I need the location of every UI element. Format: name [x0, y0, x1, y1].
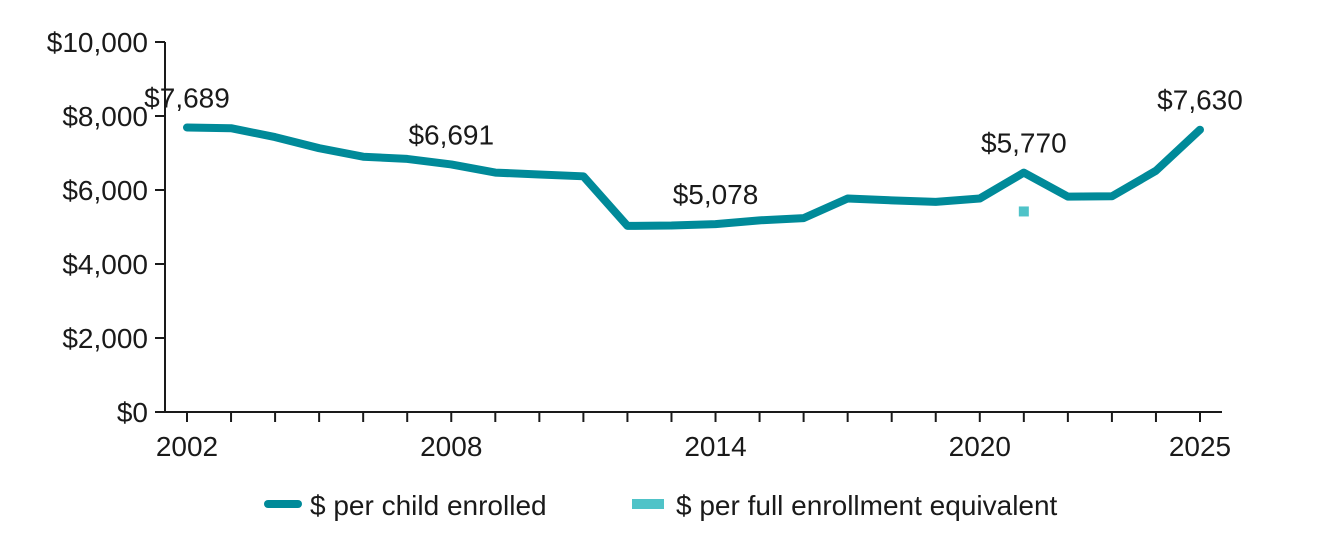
series-layer	[183, 123, 1204, 230]
x-tick-label: 2014	[684, 431, 746, 462]
y-tick-label: $2,000	[62, 323, 148, 354]
x-tick-label: 2008	[420, 431, 482, 462]
legend-label-per-fee: $ per full enrollment equivalent	[676, 490, 1058, 521]
data-label: $7,689	[144, 83, 230, 114]
x-tick-label: 2002	[156, 431, 218, 462]
legend-label-per-child: $ per child enrolled	[310, 490, 547, 521]
data-label: $7,630	[1157, 85, 1243, 116]
legend: $ per child enrolled $ per full enrollme…	[264, 490, 1058, 521]
y-tick-label: $8,000	[62, 101, 148, 132]
data-labels: $7,689 $6,691 $5,078 $5,770 $7,630	[144, 83, 1243, 211]
data-label: $6,691	[408, 119, 494, 150]
x-tick-label: 2025	[1169, 431, 1231, 462]
y-tick-label: $10,000	[47, 27, 148, 58]
data-label: $5,770	[981, 128, 1067, 159]
y-tick-label: $4,000	[62, 249, 148, 280]
data-point-full-enrollment-equivalent	[1018, 206, 1029, 217]
x-tick-label: 2020	[949, 431, 1011, 462]
y-tick-label: $6,000	[62, 175, 148, 206]
legend-swatch-marker	[632, 499, 664, 509]
x-axis: 2002 2008 2014 2020 2025	[156, 411, 1231, 462]
data-label: $5,078	[673, 179, 759, 210]
y-axis: $0 $2,000 $4,000 $6,000 $8,000 $10,000	[47, 27, 166, 428]
y-tick-label: $0	[117, 397, 148, 428]
series-line-per-child-enrolled	[183, 123, 1204, 230]
